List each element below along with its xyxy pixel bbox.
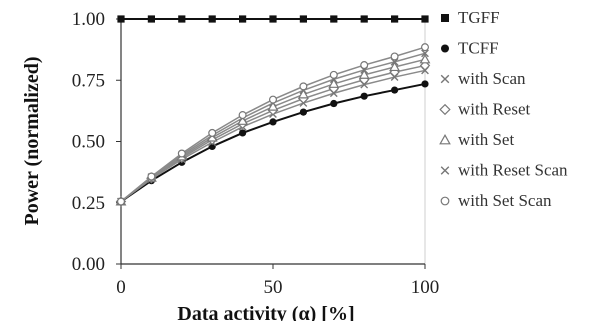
data-point <box>299 108 307 116</box>
plot-area <box>120 18 426 265</box>
data-point <box>117 15 125 23</box>
data-point <box>330 15 338 23</box>
legend-item: with Set Scan <box>440 191 552 210</box>
data-point <box>297 88 309 99</box>
data-point <box>421 80 429 88</box>
y-tick-label: 0.00 <box>72 254 105 275</box>
legend-marker <box>440 74 450 84</box>
y-tick-label: 0.50 <box>72 132 105 153</box>
data-point <box>208 128 217 137</box>
data-point <box>239 15 247 23</box>
data-point <box>328 78 340 88</box>
data-point <box>360 92 368 100</box>
series-tgff <box>117 15 429 23</box>
data-point <box>391 86 399 94</box>
legend-marker <box>441 44 449 53</box>
legend-item: with Reset <box>439 100 531 119</box>
data-point <box>360 15 368 23</box>
legend-item: with Set <box>439 130 514 149</box>
data-point <box>238 111 247 120</box>
legend-item: with Reset Scan <box>440 161 568 180</box>
legend-marker <box>440 196 450 206</box>
y-tick-label: 0.25 <box>72 193 105 214</box>
x-tick-label: 0 <box>116 277 126 298</box>
data-point <box>208 15 216 23</box>
data-point <box>299 15 307 23</box>
data-point <box>358 69 370 79</box>
data-point <box>239 129 247 137</box>
y-axis-title: Power (normalized) <box>21 56 43 225</box>
x-tick-label: 100 <box>411 277 440 298</box>
legend-label: with Scan <box>458 69 526 88</box>
data-point <box>421 15 429 23</box>
x-axis-ticks: 0 50 100 <box>116 264 439 298</box>
data-point <box>391 15 399 23</box>
legend-label: with Set Scan <box>458 191 552 210</box>
legend-label: with Reset <box>458 100 531 119</box>
data-point <box>147 172 156 181</box>
data-point <box>147 15 155 23</box>
series-with-set-scan <box>116 43 430 206</box>
plot-frame <box>120 18 426 265</box>
data-point <box>299 82 308 91</box>
legend-marker <box>439 133 451 145</box>
data-point <box>360 61 369 70</box>
data-point <box>178 15 186 23</box>
y-tick-label: 0.75 <box>72 70 105 91</box>
y-tick-label: 1.00 <box>72 9 105 30</box>
legend-label: TGFF <box>458 8 500 27</box>
data-point <box>389 61 401 72</box>
x-axis-title: Data activity (α) [%] <box>177 303 354 321</box>
data-point <box>390 52 399 61</box>
data-point <box>329 70 338 79</box>
legend-marker <box>439 103 451 116</box>
data-point <box>330 99 338 108</box>
data-point <box>177 149 186 158</box>
data-point <box>419 53 431 64</box>
legend-item: TGFF <box>441 8 500 27</box>
legend-label: with Set <box>458 130 514 149</box>
legend-item: with Scan <box>440 69 526 88</box>
data-point <box>116 197 125 206</box>
y-axis-ticks: 0.00 0.25 0.50 0.75 1.00 <box>72 9 121 275</box>
series-group <box>115 15 431 207</box>
data-point <box>269 95 278 104</box>
data-point <box>421 49 429 58</box>
legend-item: TCFF <box>441 39 499 58</box>
legend: TGFF TCFF with Scan with Reset with Set with … <box>439 8 568 210</box>
legend-label: TCFF <box>458 39 499 58</box>
data-point <box>419 60 431 71</box>
x-tick-label: 50 <box>264 277 283 298</box>
data-point <box>269 15 277 23</box>
legend-label: with Reset Scan <box>458 161 568 180</box>
legend-marker <box>440 166 450 175</box>
data-point <box>269 118 277 126</box>
data-point <box>421 43 430 52</box>
legend-marker <box>441 14 449 22</box>
